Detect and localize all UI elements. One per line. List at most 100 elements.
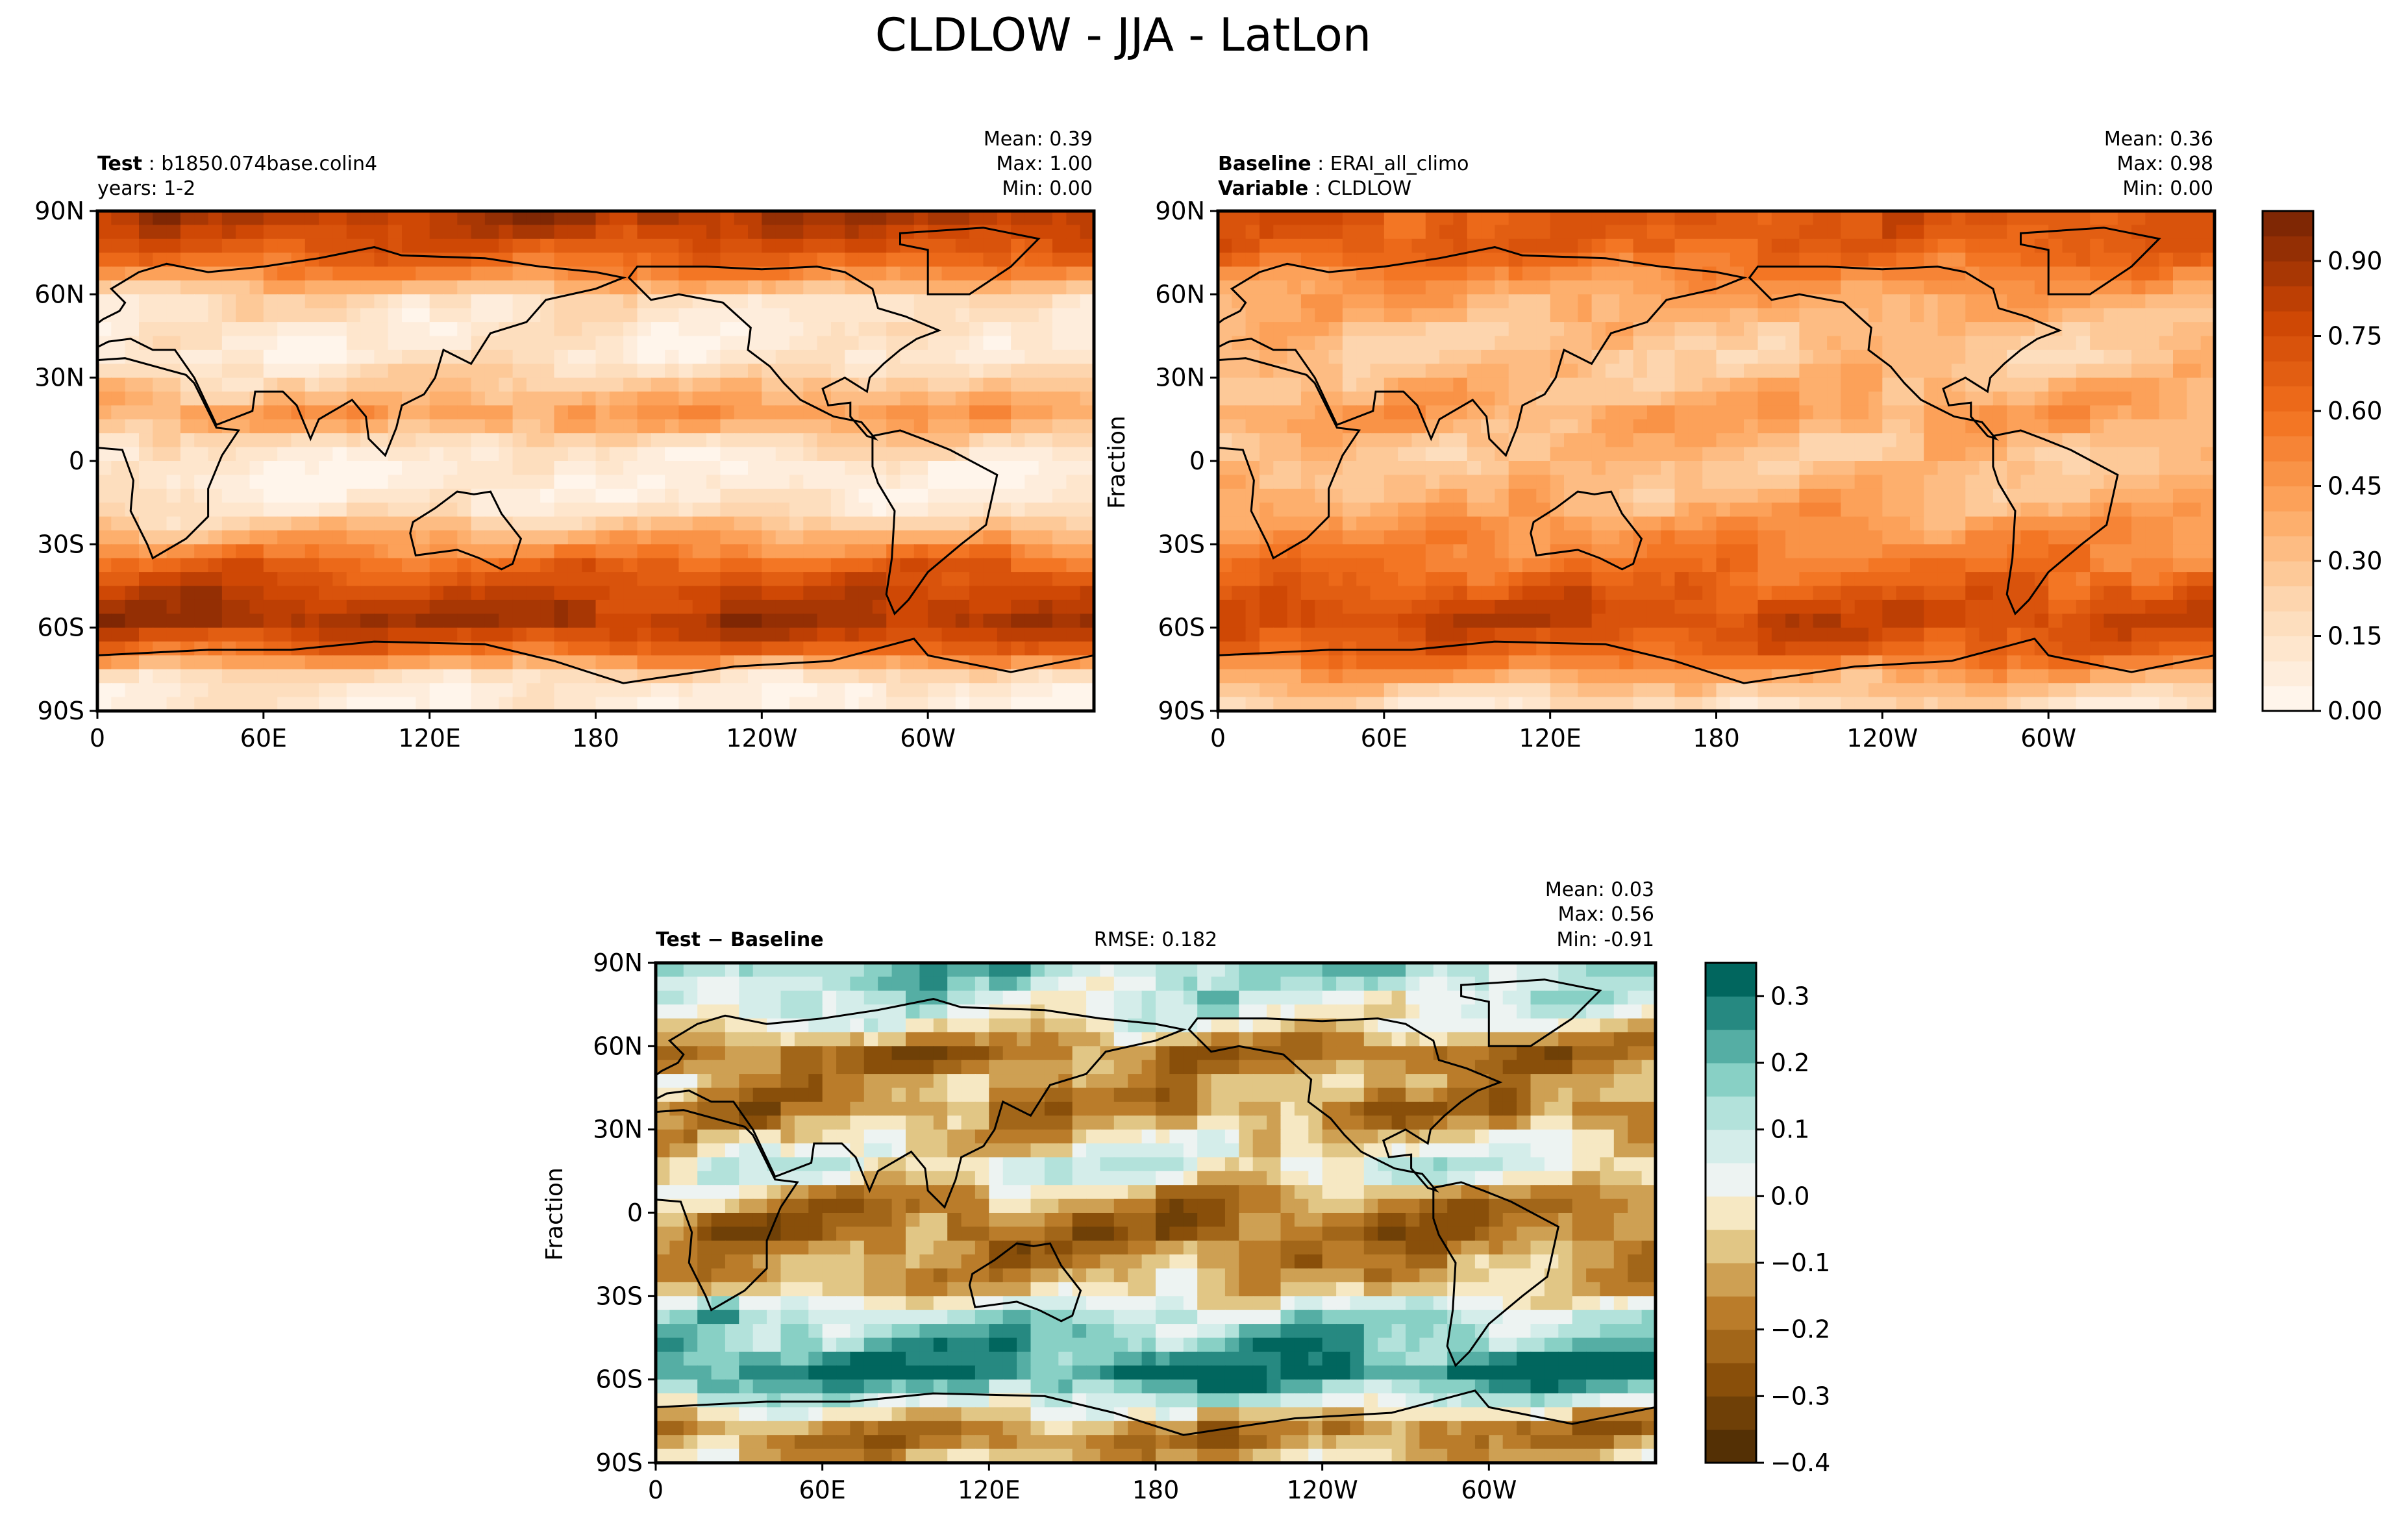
- map-cell: [1495, 516, 1509, 531]
- map-cell: [125, 614, 140, 628]
- map-cell: [1578, 266, 1593, 281]
- map-cell: [1882, 503, 1897, 517]
- map-cell: [512, 599, 527, 615]
- map-cell: [139, 558, 154, 573]
- map-cell: [1356, 308, 1371, 323]
- map-cell: [1924, 586, 1939, 601]
- map-cell: [429, 211, 444, 226]
- map-cell: [2131, 586, 2146, 601]
- map-cell: [221, 294, 236, 309]
- map-cell: [609, 558, 624, 573]
- map-cell: [221, 461, 236, 476]
- map-cell: [1785, 225, 1800, 240]
- map-cell: [1757, 586, 1772, 601]
- map-cell: [983, 349, 998, 365]
- map-cell: [1038, 405, 1053, 420]
- map-cell: [125, 683, 140, 698]
- map-cell: [388, 211, 403, 226]
- map-cell: [1674, 211, 1689, 226]
- map-cell: [665, 336, 680, 351]
- map-cell: [1674, 308, 1689, 323]
- map-cell: [1578, 392, 1593, 406]
- map-cell: [1508, 280, 1523, 295]
- map-cell: [1882, 392, 1897, 406]
- map-cell: [1024, 530, 1039, 545]
- map-cell: [1328, 488, 1343, 503]
- map-cell: [471, 211, 486, 226]
- map-cell: [263, 322, 278, 337]
- map-cell: [512, 655, 527, 670]
- map-cell: [748, 377, 763, 392]
- map-cell: [457, 405, 472, 420]
- map-cell: [2034, 530, 2049, 545]
- map-cell: [1495, 280, 1509, 295]
- map-cell: [277, 475, 292, 490]
- map-cell: [734, 627, 749, 642]
- map-cell: [554, 266, 569, 281]
- map-cell: [1467, 503, 1482, 517]
- map-cell: [1439, 433, 1454, 448]
- map-cell: [1564, 322, 1579, 337]
- map-cell: [125, 544, 140, 559]
- map-cell: [2187, 516, 2202, 531]
- map-cell: [1799, 627, 1814, 642]
- coastline: [627, 266, 942, 441]
- map-cell: [789, 433, 804, 448]
- map-cell: [637, 419, 652, 434]
- map-cell: [789, 488, 804, 503]
- map-cell: [1052, 475, 1067, 490]
- map-cell: [1398, 349, 1413, 365]
- map-cell: [166, 475, 181, 490]
- map-cell: [1550, 392, 1565, 406]
- map-cell: [1080, 683, 1094, 698]
- map-cell: [125, 377, 140, 392]
- map-cell: [236, 627, 251, 642]
- map-cell: [374, 294, 389, 309]
- map-cell: [221, 447, 236, 462]
- map-cell: [845, 405, 860, 420]
- map-cell: [1633, 419, 1648, 434]
- map-cell: [2187, 336, 2202, 351]
- map-cell: [969, 377, 984, 392]
- map-cell: [609, 433, 624, 448]
- map-cell: [2034, 377, 2049, 392]
- map-cell: [1052, 377, 1067, 392]
- map-cell: [678, 544, 693, 559]
- map-cell: [2200, 627, 2215, 642]
- map-cell: [360, 405, 375, 420]
- map-cell: [803, 433, 818, 448]
- map-cell: [1937, 225, 1952, 240]
- map-cell: [346, 655, 361, 670]
- map-cell: [567, 627, 582, 642]
- map-cell: [2090, 447, 2105, 462]
- map-cell: [969, 461, 984, 476]
- map-cell: [1591, 503, 1606, 517]
- map-cell: [249, 336, 264, 351]
- map-cell: [1508, 336, 1523, 351]
- map-cell: [429, 253, 444, 267]
- map-cell: [2076, 238, 2091, 253]
- map-cell: [111, 433, 126, 448]
- map-cell: [2062, 627, 2077, 642]
- map-cell: [319, 599, 334, 615]
- map-cell: [180, 683, 195, 698]
- map-cell: [1841, 544, 1856, 559]
- map-cell: [346, 266, 361, 281]
- map-cell: [1937, 294, 1952, 309]
- map-cell: [845, 488, 860, 503]
- map-cell: [1245, 225, 1260, 240]
- map-cell: [221, 433, 236, 448]
- map-cell: [540, 377, 555, 392]
- map-cell: [1439, 544, 1454, 559]
- map-cell: [1024, 503, 1039, 517]
- map-cell: [1896, 614, 1911, 628]
- map-cell: [1910, 405, 1925, 420]
- map-cell: [1038, 392, 1053, 406]
- map-cell: [665, 447, 680, 462]
- map-cell: [748, 447, 763, 462]
- map-cell: [2173, 336, 2188, 351]
- map-cell: [1481, 558, 1496, 573]
- map-cell: [706, 447, 721, 462]
- map-cell: [236, 294, 251, 309]
- map-cell: [1924, 627, 1939, 642]
